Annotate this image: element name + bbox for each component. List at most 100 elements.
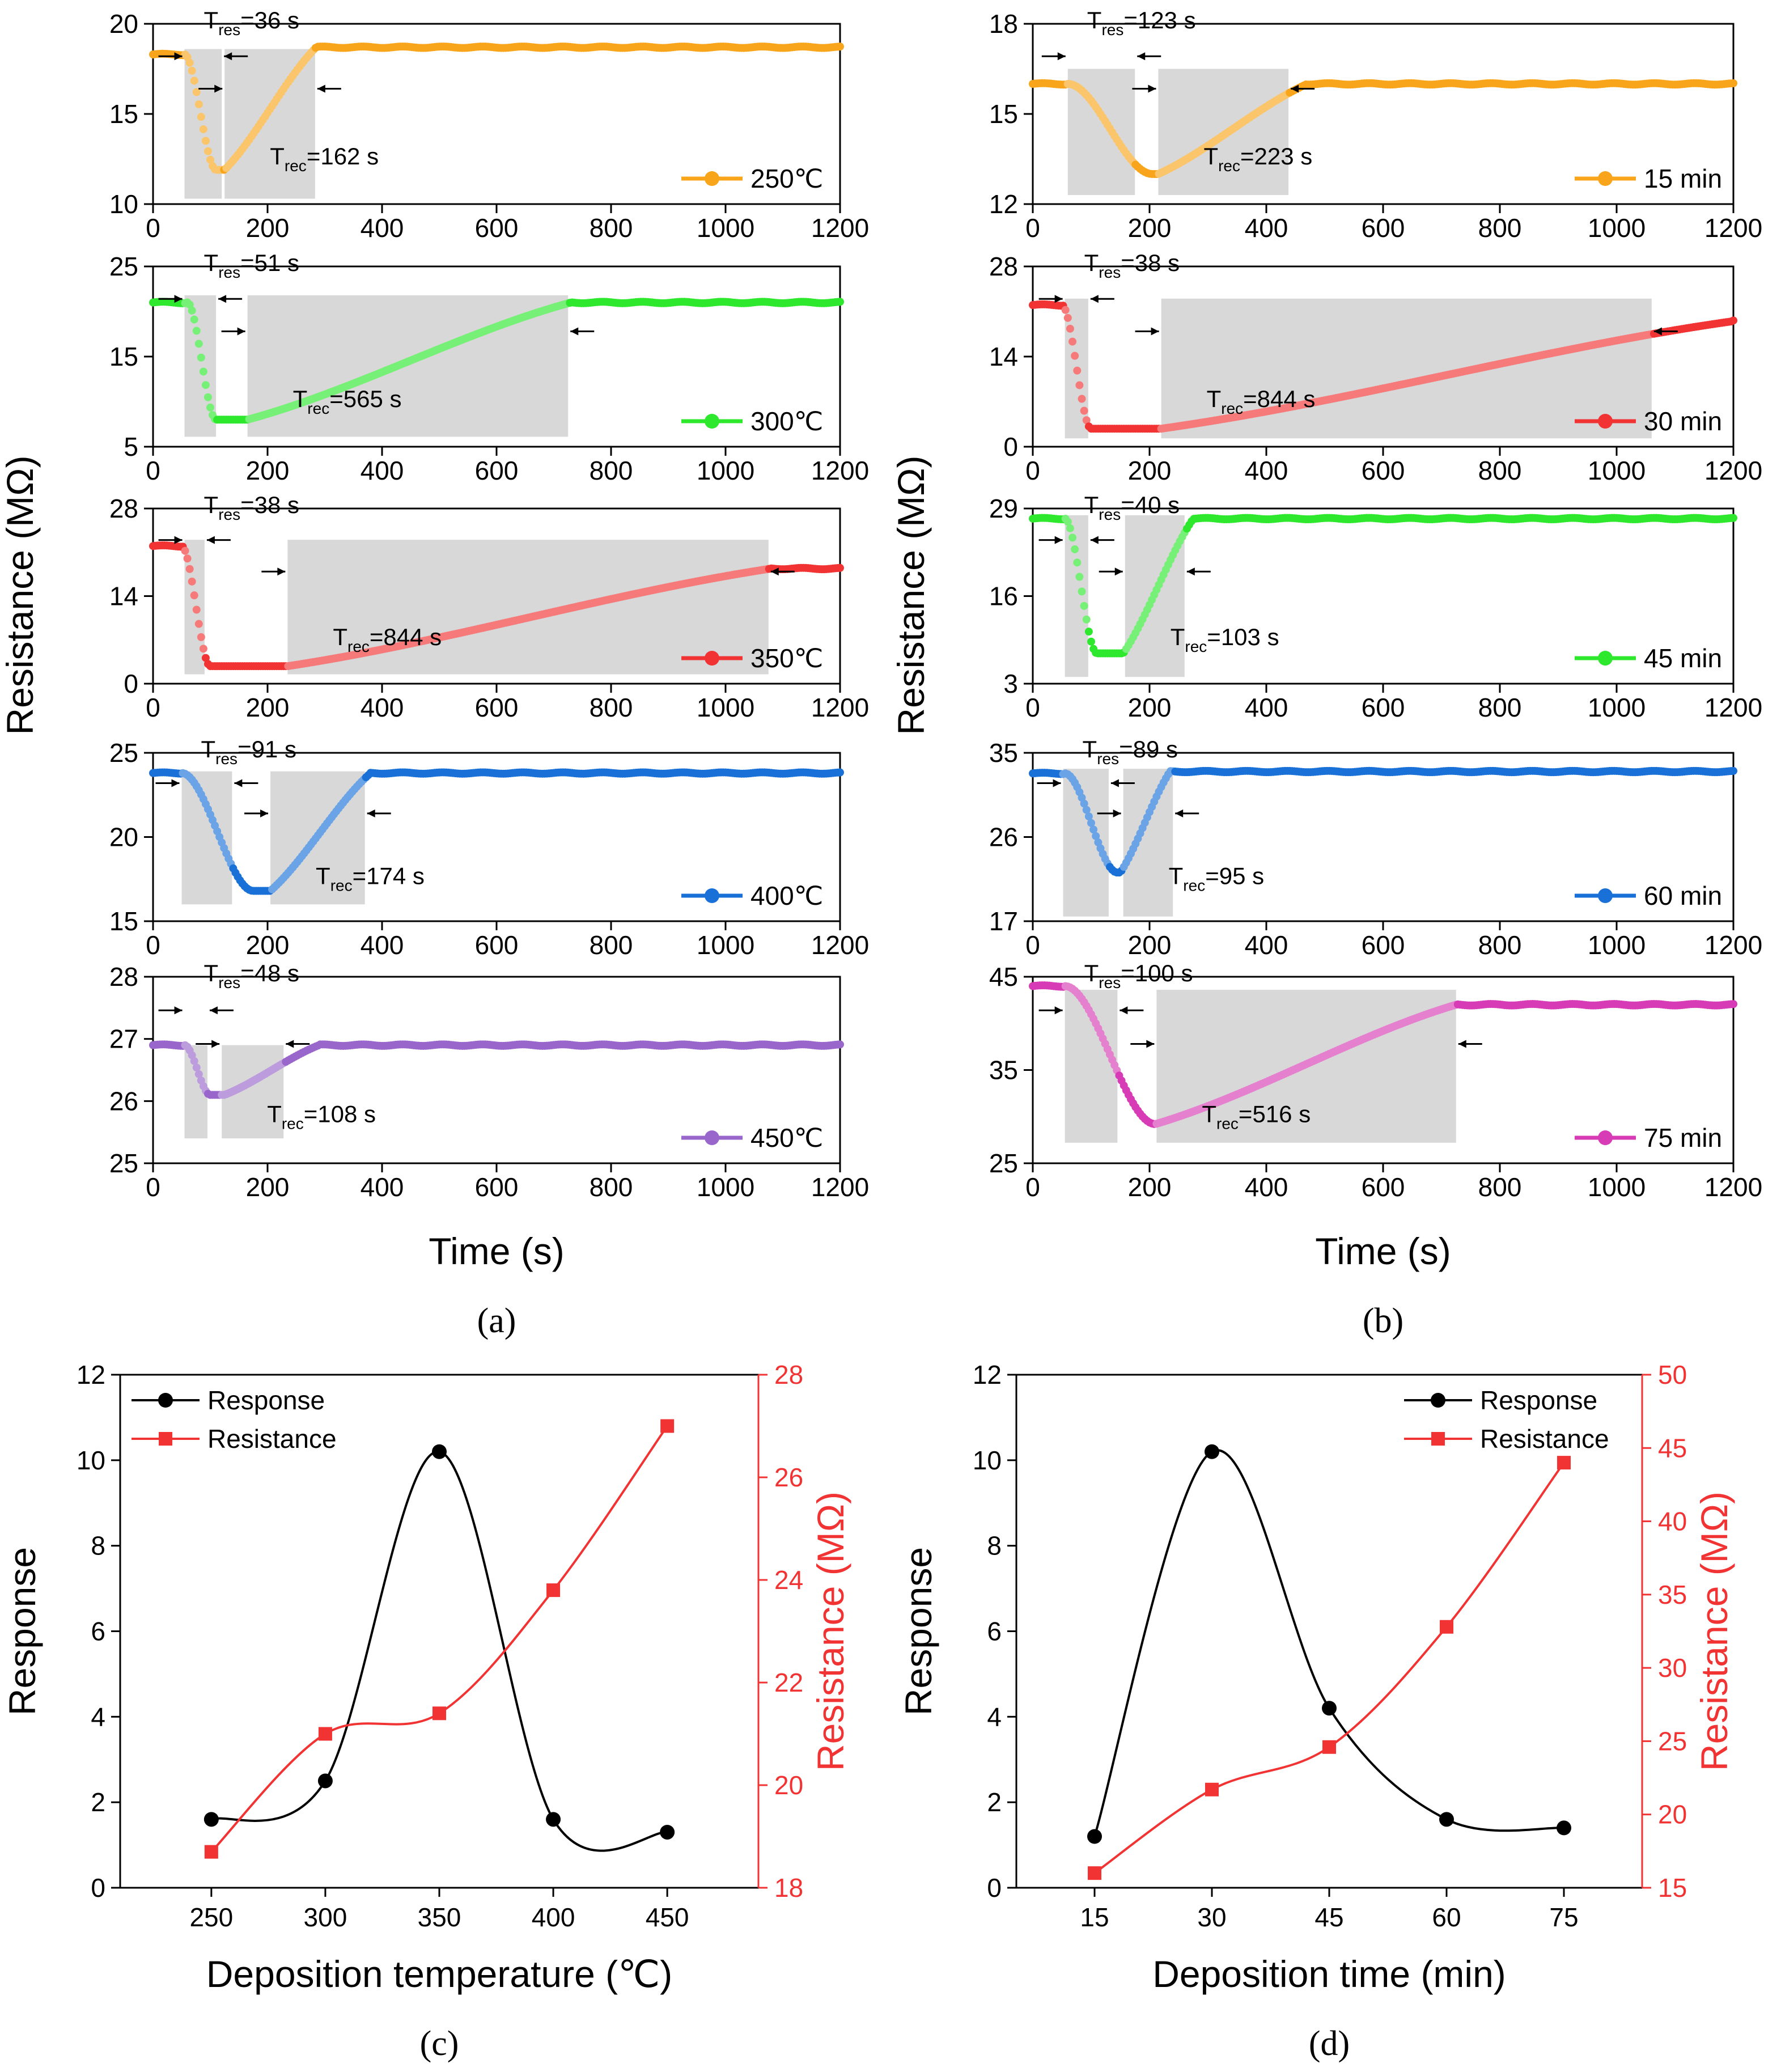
arrow-left-head — [234, 779, 243, 787]
x-tick-label: 400 — [361, 456, 404, 485]
arrow-left-head — [1186, 567, 1195, 576]
y-tick-label: 27 — [109, 1024, 138, 1054]
shade-region-response — [1065, 515, 1088, 677]
resistance-point — [1440, 1620, 1453, 1634]
y-tick-label: 10 — [109, 189, 138, 219]
legend-label: 350℃ — [750, 643, 823, 673]
x-tick-label: 400 — [532, 1902, 575, 1932]
response-point — [203, 1812, 219, 1827]
y-tick-label: 18 — [989, 9, 1018, 39]
y-tick-label-left: 4 — [91, 1702, 105, 1731]
resistance-point — [1088, 1866, 1101, 1880]
x-tick-label: 1000 — [1588, 456, 1646, 485]
y-tick-label-right: 25 — [1658, 1726, 1687, 1756]
tres-annotation: Tres=89 s — [1083, 736, 1178, 768]
arrow-left-head — [570, 327, 579, 336]
x-tick-label: 1200 — [811, 693, 869, 722]
x-tick-label: 45 — [1314, 1902, 1343, 1932]
x-tick-label: 800 — [1478, 693, 1522, 722]
y-tick-label-left: 8 — [91, 1531, 105, 1561]
resistance-point — [660, 1419, 675, 1433]
panel-label: (a) — [477, 1302, 516, 1340]
x-tick-label: 0 — [1025, 213, 1040, 243]
x-tick-label: 250 — [189, 1902, 233, 1932]
shade-region-recovery — [1123, 769, 1173, 917]
x-tick-label: 1200 — [1704, 693, 1762, 722]
x-axis-label: Deposition time (min) — [1152, 1953, 1506, 1995]
arrow-left-head — [1120, 1006, 1128, 1015]
y-tick-label: 26 — [109, 1086, 138, 1116]
data-point — [199, 125, 207, 133]
x-tick-label: 0 — [146, 693, 160, 722]
x-tick-label: 1000 — [697, 1172, 754, 1202]
y-tick-label-right: 35 — [1658, 1580, 1687, 1609]
tres-annotation: Tres=91 s — [201, 736, 296, 768]
data-point — [1068, 533, 1077, 542]
resistance-point — [204, 1845, 218, 1859]
response-point — [660, 1824, 675, 1840]
arrow-left-head — [770, 567, 779, 576]
legend-label: 75 min — [1644, 1123, 1722, 1152]
arrow-right-head — [1114, 567, 1123, 576]
tres-annotation: Tres=123 s — [1087, 7, 1196, 39]
legend-marker — [1598, 171, 1613, 186]
arrow-left-head — [206, 536, 215, 544]
tres-annotation: Tres=36 s — [204, 7, 299, 39]
panel-label: (b) — [1363, 1302, 1403, 1340]
data-point — [1063, 313, 1072, 322]
panel-label: (c) — [420, 2024, 459, 2063]
y-tick-label: 25 — [989, 1149, 1018, 1178]
arrow-right-head — [1054, 1006, 1063, 1015]
arrow-left-head — [317, 84, 325, 93]
arrow-left-head — [1090, 295, 1099, 303]
data-point — [1071, 545, 1079, 553]
data-point — [194, 620, 203, 628]
y-tick-label: 14 — [989, 342, 1018, 371]
data-point — [201, 381, 210, 389]
legend-label: Response — [207, 1385, 325, 1415]
legend-marker — [159, 1432, 172, 1446]
x-tick-label: 1200 — [811, 930, 869, 960]
y-tick-label-left: 0 — [91, 1873, 105, 1902]
legend-label: Resistance — [207, 1424, 337, 1454]
arrow-left-head — [286, 1040, 294, 1048]
legend-marker — [1598, 888, 1613, 903]
y-tick-label: 16 — [989, 582, 1018, 611]
resistance-point — [1205, 1782, 1219, 1796]
data-point — [185, 565, 194, 573]
subplot-a-2: 0 200 400 600 800 1000 1200 5 15 25 Tres=51 s Trec=… — [109, 249, 869, 485]
legend-label: 30 min — [1644, 406, 1722, 436]
x-tick-label: 400 — [1245, 1172, 1288, 1202]
legend-label: 15 min — [1644, 164, 1722, 193]
x-tick-label: 1000 — [1588, 693, 1646, 722]
legend-marker — [705, 171, 719, 186]
x-tick-label: 1200 — [811, 213, 869, 243]
y-tick-label: 28 — [989, 252, 1018, 281]
data-point — [836, 43, 844, 51]
x-tick-label: 200 — [1128, 930, 1172, 960]
series-line-response — [211, 1450, 668, 1852]
data-point — [188, 66, 196, 75]
x-tick-label: 800 — [1478, 456, 1522, 485]
data-point — [194, 1070, 203, 1078]
x-tick-label: 600 — [1362, 1172, 1405, 1202]
data-point — [185, 58, 194, 67]
x-tick-label: 1000 — [1588, 1172, 1646, 1202]
series-line-resistance — [210, 1425, 668, 1853]
x-tick-label: 800 — [1478, 213, 1522, 243]
y-tick-label-right: 30 — [1658, 1653, 1687, 1683]
x-axis-label: Time (s) — [1315, 1230, 1451, 1272]
x-tick-label: 600 — [475, 693, 519, 722]
y-tick-label-right: 28 — [774, 1360, 803, 1389]
x-tick-label: 800 — [590, 693, 633, 722]
x-tick-label: 1000 — [697, 456, 754, 485]
chart-d: 15 30 45 60 75 0 2 4 6 8 10 12 15 20 25 30 35 40 45 50 Respo… — [973, 1360, 1687, 1932]
x-tick-label: 400 — [361, 1172, 404, 1202]
data-point — [1075, 381, 1084, 389]
trec-annotation: Trec=174 s — [316, 863, 425, 895]
data-point — [1082, 615, 1091, 624]
x-tick-label: 400 — [1245, 930, 1288, 960]
x-tick-label: 1000 — [1588, 930, 1646, 960]
